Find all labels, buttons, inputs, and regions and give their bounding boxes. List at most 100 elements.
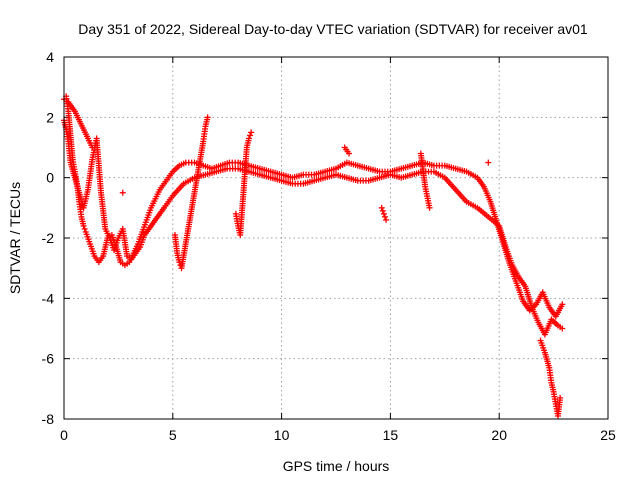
x-tick-label: 0 bbox=[60, 427, 68, 443]
data-point bbox=[485, 159, 492, 166]
plot-frame bbox=[63, 56, 609, 420]
data-point bbox=[428, 168, 435, 175]
data-point bbox=[472, 173, 479, 180]
data-point bbox=[528, 302, 535, 309]
data-point bbox=[123, 250, 130, 257]
data-point bbox=[80, 220, 87, 227]
y-tick-label: -6 bbox=[42, 351, 55, 367]
data-point bbox=[462, 197, 469, 204]
data-point bbox=[541, 347, 548, 354]
data-point bbox=[168, 170, 175, 177]
data-point bbox=[71, 172, 78, 179]
x-axis-label: GPS time / hours bbox=[283, 458, 390, 474]
data-point bbox=[232, 159, 239, 166]
data-point bbox=[204, 116, 211, 123]
data-point bbox=[545, 302, 552, 309]
data-point bbox=[363, 165, 370, 172]
data-point bbox=[552, 398, 559, 405]
data-point bbox=[519, 296, 526, 303]
data-point bbox=[383, 216, 390, 223]
data-series bbox=[61, 117, 566, 338]
data-point bbox=[245, 137, 252, 144]
data-point bbox=[146, 224, 153, 231]
data-point bbox=[142, 219, 149, 226]
data-point bbox=[81, 225, 88, 232]
y-axis-label: SDTVAR / TECUs bbox=[7, 182, 23, 294]
data-point bbox=[67, 157, 74, 164]
data-point bbox=[439, 173, 446, 180]
data-point bbox=[319, 175, 326, 182]
data-point bbox=[553, 320, 560, 327]
data-point bbox=[179, 182, 186, 189]
x-tick-label: 5 bbox=[169, 427, 177, 443]
data-point bbox=[379, 207, 386, 214]
data-point bbox=[341, 174, 348, 181]
data-point bbox=[426, 202, 433, 209]
data-point bbox=[168, 194, 175, 201]
data-point bbox=[450, 165, 457, 172]
y-tick-label: 0 bbox=[46, 170, 54, 186]
data-point bbox=[461, 168, 468, 175]
data-point bbox=[508, 259, 515, 266]
y-tick-label: -8 bbox=[42, 411, 55, 427]
data-point bbox=[163, 176, 170, 183]
data-point bbox=[124, 260, 131, 267]
data-point bbox=[557, 323, 564, 330]
data-point bbox=[330, 166, 337, 173]
data-point bbox=[381, 213, 388, 220]
data-point bbox=[545, 362, 552, 369]
data-point bbox=[352, 161, 359, 168]
data-point bbox=[406, 172, 413, 179]
data-point bbox=[502, 241, 509, 248]
data-point bbox=[180, 160, 187, 167]
data-point bbox=[98, 255, 105, 262]
data-point bbox=[486, 196, 493, 203]
data-point bbox=[200, 172, 207, 179]
data-point bbox=[406, 163, 413, 170]
x-tick-label: 25 bbox=[600, 427, 616, 443]
data-point bbox=[202, 125, 209, 132]
data-series bbox=[65, 99, 564, 419]
data-series bbox=[61, 93, 566, 320]
y-tick-label: -2 bbox=[42, 230, 55, 246]
data-point bbox=[378, 204, 385, 211]
data-point bbox=[479, 181, 486, 188]
data-point bbox=[512, 277, 519, 284]
data-point bbox=[159, 182, 166, 189]
data-point bbox=[119, 189, 126, 196]
data-point bbox=[102, 223, 109, 230]
x-tick-label: 10 bbox=[274, 427, 290, 443]
data-point bbox=[147, 207, 154, 214]
data-point bbox=[247, 132, 254, 139]
tick-labels: 0 5 10 15 20 25 -8 -6 -4 -2 0 2 4 bbox=[42, 49, 616, 443]
data-point bbox=[243, 146, 250, 153]
data-point bbox=[483, 212, 490, 219]
y-tick-label: 4 bbox=[46, 49, 54, 65]
data-point bbox=[135, 246, 142, 253]
data-point bbox=[86, 238, 93, 245]
data-point bbox=[140, 234, 147, 241]
data-point bbox=[265, 168, 272, 175]
data-point bbox=[88, 142, 95, 149]
data-point bbox=[265, 174, 272, 181]
data-point bbox=[548, 377, 555, 384]
data-point bbox=[309, 178, 316, 185]
data-point bbox=[451, 185, 458, 192]
data-point bbox=[534, 317, 541, 324]
data-point bbox=[116, 256, 123, 263]
data-point bbox=[421, 181, 428, 188]
data-point bbox=[521, 281, 528, 288]
y-tick-label: -4 bbox=[42, 290, 55, 306]
data-point bbox=[90, 250, 97, 257]
data-point bbox=[131, 252, 138, 259]
data-point bbox=[174, 164, 181, 171]
data-point bbox=[188, 159, 195, 166]
data-point bbox=[344, 148, 351, 155]
data-point bbox=[114, 237, 121, 244]
data-point bbox=[396, 166, 403, 173]
data-point bbox=[550, 386, 557, 393]
data-point bbox=[151, 198, 158, 205]
data-point bbox=[105, 232, 112, 239]
data-point bbox=[153, 215, 160, 222]
